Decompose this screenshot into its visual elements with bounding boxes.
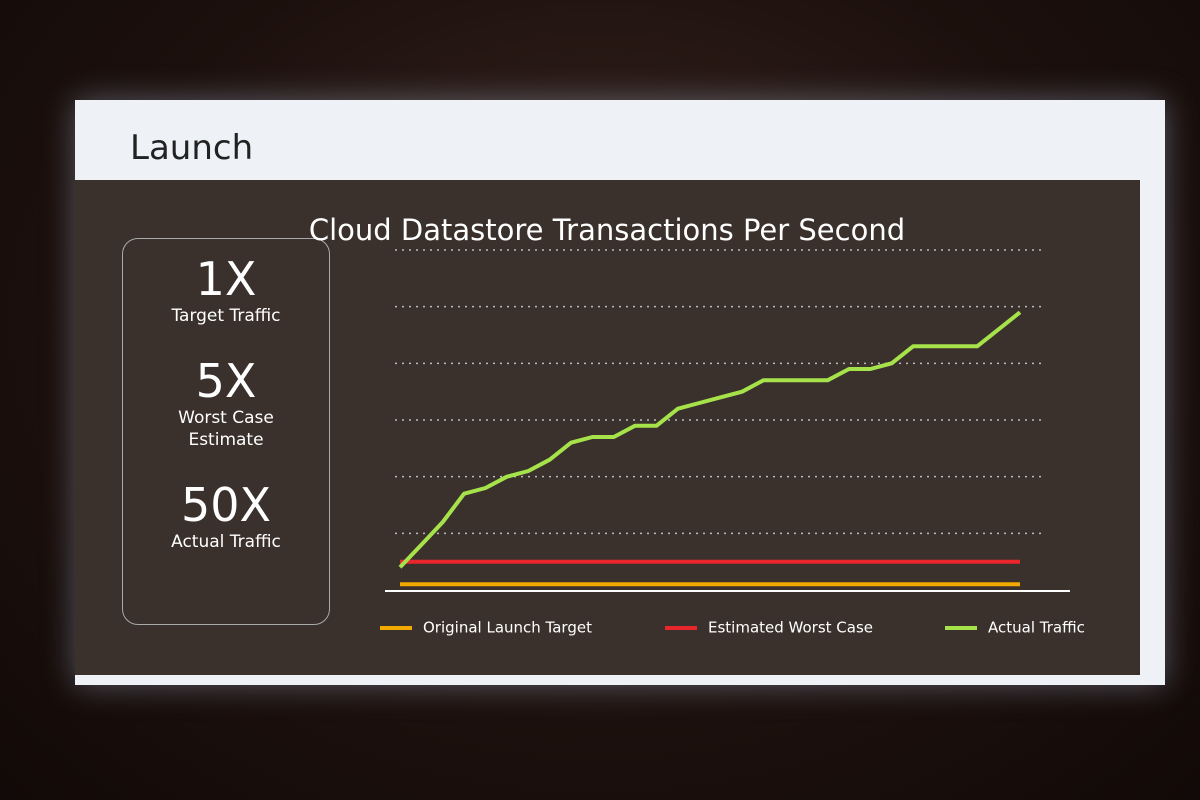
callout-value: 50X <box>180 478 272 532</box>
legend-label: Original Launch Target <box>423 619 592 637</box>
callout: 1X Target Traffic <box>123 253 329 327</box>
callout-label: Actual Traffic <box>171 532 281 552</box>
callout-label: Target Traffic <box>171 306 281 326</box>
callout: 5X Worst Case Estimate <box>123 355 329 451</box>
chart-title: Cloud Datastore Transactions Per Second <box>309 213 905 247</box>
callout-box: 1X Target Traffic 5X Worst Case Estimate 50X… <box>122 238 330 625</box>
legend-label: Actual Traffic <box>988 619 1085 637</box>
series-line <box>398 310 1022 569</box>
legend-label: Estimated Worst Case <box>708 619 873 637</box>
callout-value: 1X <box>195 252 257 306</box>
callout-label: Worst Case Estimate <box>178 408 274 450</box>
slide-title: Launch <box>130 128 254 168</box>
callout: 50X Actual Traffic <box>123 479 329 553</box>
callout-value: 5X <box>195 354 257 408</box>
slide: Launch 1X Target Traffic 5X Worst Case Esti… <box>75 100 1165 685</box>
chart-panel <box>75 180 1140 675</box>
